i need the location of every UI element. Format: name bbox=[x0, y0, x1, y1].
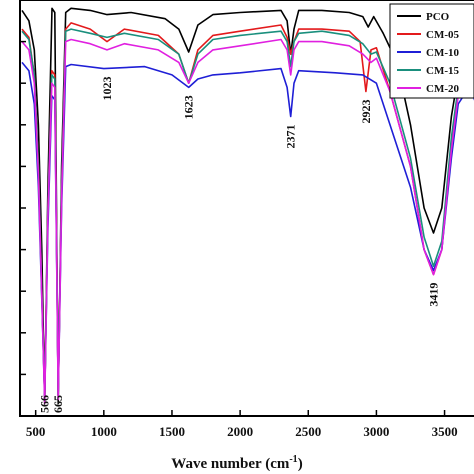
series-line-cm-20 bbox=[21, 38, 474, 405]
legend-label-cm-20: CM-20 bbox=[426, 83, 459, 95]
x-tick-label: 3500 bbox=[432, 424, 458, 439]
x-tick-label: 3000 bbox=[363, 424, 389, 439]
peak-annotations: 566 665 1023 1623 2371 2923 3419 bbox=[38, 77, 441, 414]
series-line-cm-15 bbox=[21, 28, 474, 401]
peak-label-665: 665 bbox=[51, 395, 65, 413]
x-tick-label: 2500 bbox=[295, 424, 321, 439]
x-tick-label: 1000 bbox=[91, 424, 117, 439]
x-tick-label: 2000 bbox=[227, 424, 253, 439]
series-layer bbox=[21, 7, 474, 405]
x-axis-title: Wave number (cm-1) bbox=[171, 454, 302, 472]
peak-label-2371: 2371 bbox=[284, 125, 298, 149]
x-tick-label: 1500 bbox=[159, 424, 185, 439]
legend: PCO CM-05 CM-10 CM-15 CM-20 bbox=[389, 3, 474, 99]
legend-items: PCO CM-05 CM-10 CM-15 CM-20 bbox=[397, 11, 459, 95]
series-line-cm-10 bbox=[21, 61, 474, 401]
x-tick-label: 500 bbox=[26, 424, 46, 439]
series-line-pco bbox=[21, 7, 474, 405]
legend-label-cm-15: CM-15 bbox=[426, 65, 459, 77]
peak-label-566: 566 bbox=[38, 395, 52, 413]
legend-label-cm-10: CM-10 bbox=[426, 47, 459, 59]
peak-label-2923: 2923 bbox=[359, 100, 373, 124]
legend-label-pco: PCO bbox=[426, 11, 450, 23]
peak-label-1023: 1023 bbox=[100, 77, 114, 101]
peak-label-3419: 3419 bbox=[427, 283, 441, 307]
axis-ticks: 500 1000 1500 2000 2500 3000 3500 bbox=[20, 40, 458, 439]
legend-label-cm-05: CM-05 bbox=[426, 29, 459, 41]
peak-label-1623: 1623 bbox=[182, 95, 196, 119]
